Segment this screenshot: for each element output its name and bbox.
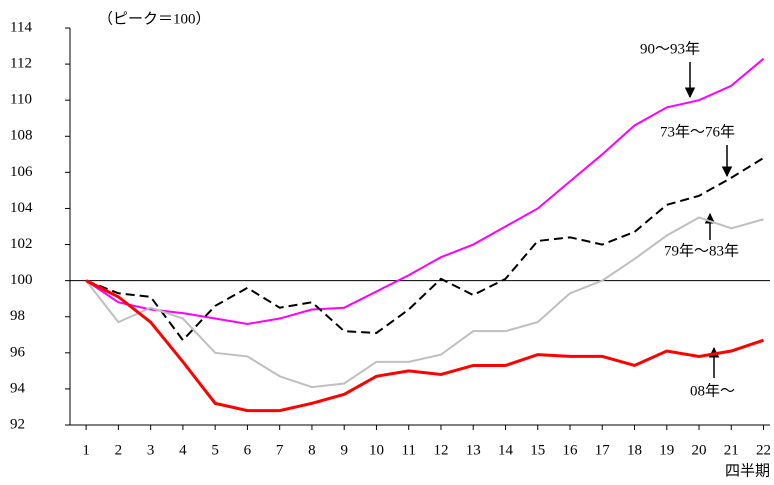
- x-tick-label: 12: [433, 442, 448, 458]
- x-tick-label: 1: [82, 442, 90, 458]
- x-tick-label: 6: [244, 442, 252, 458]
- x-tick-label: 11: [401, 442, 415, 458]
- y-tick-label: 112: [10, 56, 32, 72]
- y-tick-label: 108: [10, 128, 33, 144]
- x-tick-label: 17: [595, 442, 611, 458]
- series-label: 73年〜76年: [660, 123, 735, 140]
- x-tick-label: 14: [498, 442, 514, 458]
- y-tick-label: 104: [10, 200, 33, 216]
- x-tick-label: 15: [530, 442, 545, 458]
- x-tick-label: 9: [340, 442, 348, 458]
- y-tick-label: 102: [10, 236, 33, 252]
- series-line: [85, 157, 765, 342]
- x-tick-label: 21: [724, 442, 739, 458]
- series-line: [85, 216, 764, 389]
- series-line: [85, 57, 765, 325]
- y-tick-label: 110: [10, 92, 32, 108]
- x-tick-label: 13: [466, 442, 481, 458]
- x-tick-label: 4: [179, 442, 187, 458]
- series-label: 79年〜83年: [664, 242, 739, 259]
- x-tick-label: 2: [115, 442, 123, 458]
- x-tick-label: 18: [627, 442, 642, 458]
- y-tick-label: 92: [10, 416, 25, 432]
- x-tick-label: 19: [659, 442, 674, 458]
- y-tick-label: 106: [10, 164, 33, 180]
- x-tick-label: 7: [276, 442, 284, 458]
- x-axis-label: 四半期: [725, 462, 770, 479]
- x-tick-label: 5: [211, 442, 219, 458]
- series-label: 08年〜: [690, 382, 735, 399]
- y-tick-label: 98: [10, 308, 25, 324]
- y-tick-label: 94: [10, 380, 26, 396]
- series-line: [85, 279, 765, 413]
- y-tick-label: 114: [10, 19, 32, 35]
- y-tick-label: 100: [10, 272, 33, 288]
- x-tick-label: 10: [369, 442, 384, 458]
- x-tick-label: 22: [756, 442, 771, 458]
- x-tick-label: 20: [692, 442, 707, 458]
- annotation: （ピーク＝100）: [98, 10, 211, 27]
- series-label: 90〜93年: [640, 40, 700, 57]
- y-tick-label: 96: [10, 344, 26, 360]
- x-tick-label: 3: [147, 442, 155, 458]
- x-tick-label: 16: [563, 442, 579, 458]
- x-tick-label: 8: [308, 442, 316, 458]
